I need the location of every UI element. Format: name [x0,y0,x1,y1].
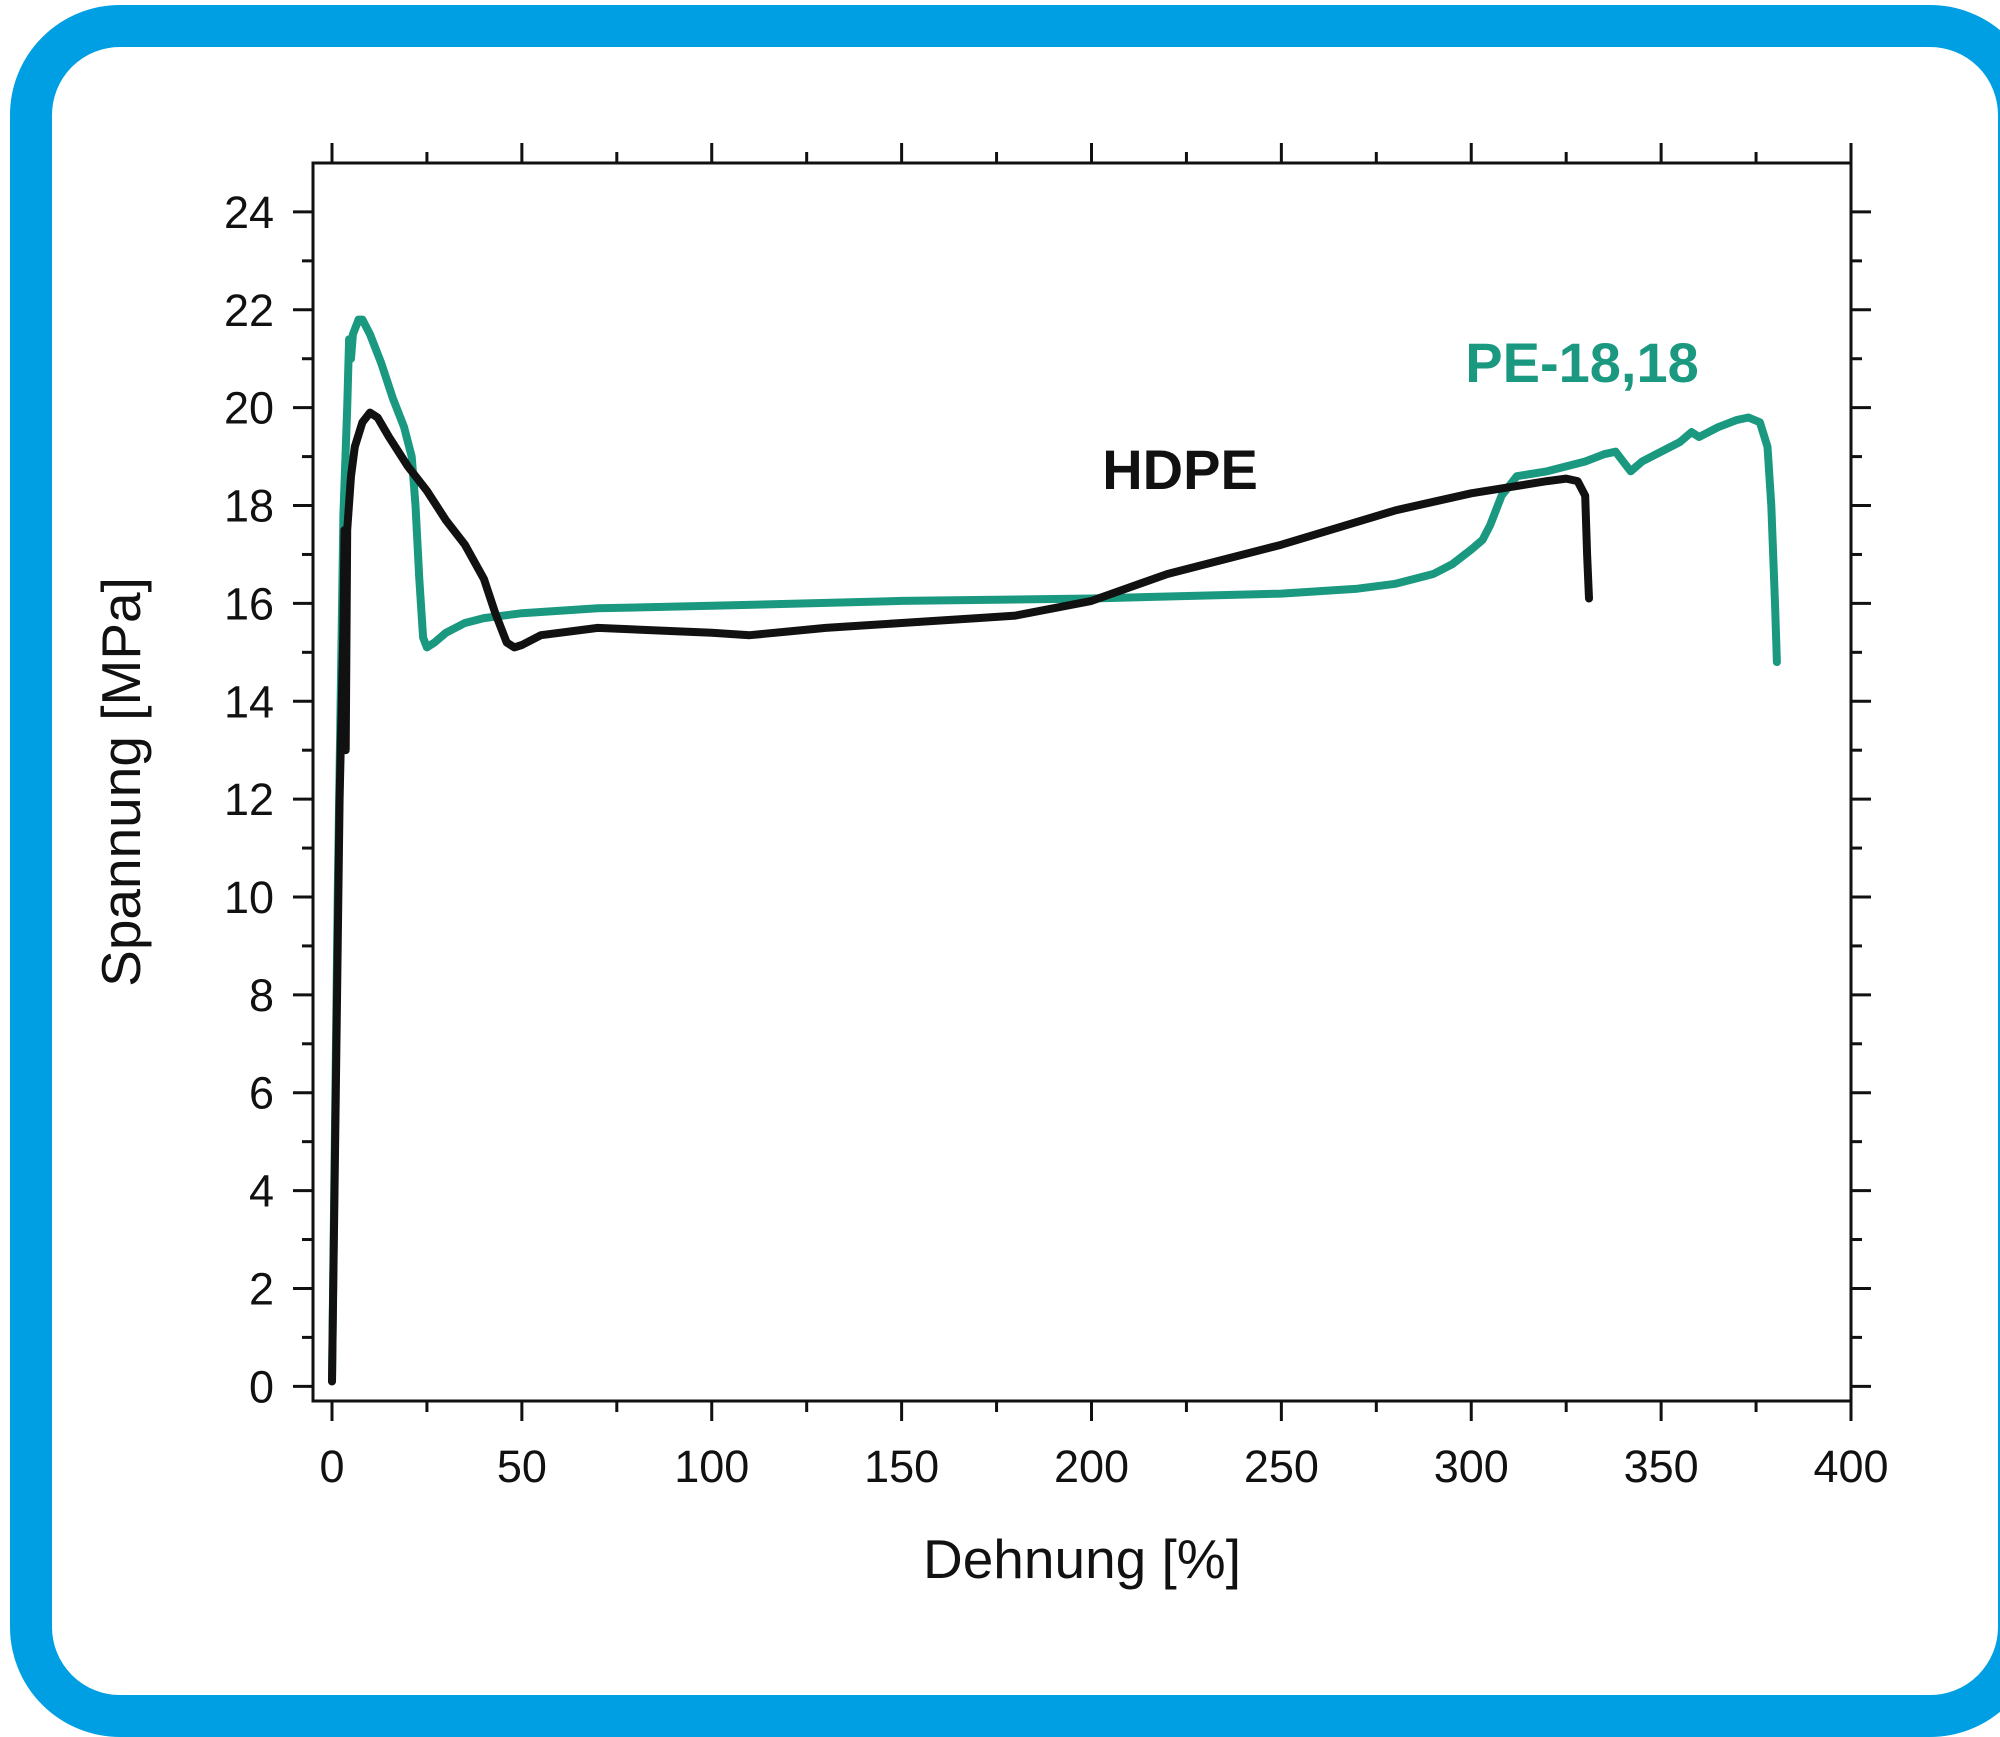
series-label-pe-18-18: PE-18,18 [1465,331,1699,394]
y-tick-label: 8 [249,970,274,1021]
y-tick-label: 18 [224,481,274,532]
x-tick-label: 400 [1813,1441,1888,1492]
y-axis-title: Spannung [MPa] [90,577,152,987]
x-axis-title: Dehnung [%] [923,1528,1241,1590]
y-tick-label: 2 [249,1263,274,1314]
series-line-pe-18-18 [328,315,1781,1386]
x-tick-label: 200 [1054,1441,1129,1492]
y-tick-label: 6 [249,1068,274,1119]
x-tick-label: 300 [1434,1441,1509,1492]
y-tick-label: 24 [224,187,274,238]
y-tick-label: 0 [249,1361,274,1412]
y-tick-label: 10 [224,872,274,923]
series-layer [328,315,1781,1386]
x-tick-label: 100 [674,1441,749,1492]
y-tick-label: 12 [224,774,274,825]
x-tick-label: 0 [319,1441,344,1492]
y-tick-label: 20 [224,383,274,434]
series-label-hdpe: HDPE [1102,438,1258,501]
y-tick-label: 4 [249,1166,274,1217]
x-tick-label: 350 [1624,1441,1699,1492]
y-tick-label: 22 [224,285,274,336]
plot-area-border [311,161,1853,1403]
x-tick-label: 250 [1244,1441,1319,1492]
y-tick-label: 14 [224,676,274,727]
y-tick-label: 16 [224,578,274,629]
axis-ticks: 0 50 100 150 200 250 300 350 4000246810121416182… [224,143,1889,1492]
x-tick-label: 150 [864,1441,939,1492]
series-line-hdpe [328,408,1593,1386]
x-tick-label: 50 [497,1441,547,1492]
